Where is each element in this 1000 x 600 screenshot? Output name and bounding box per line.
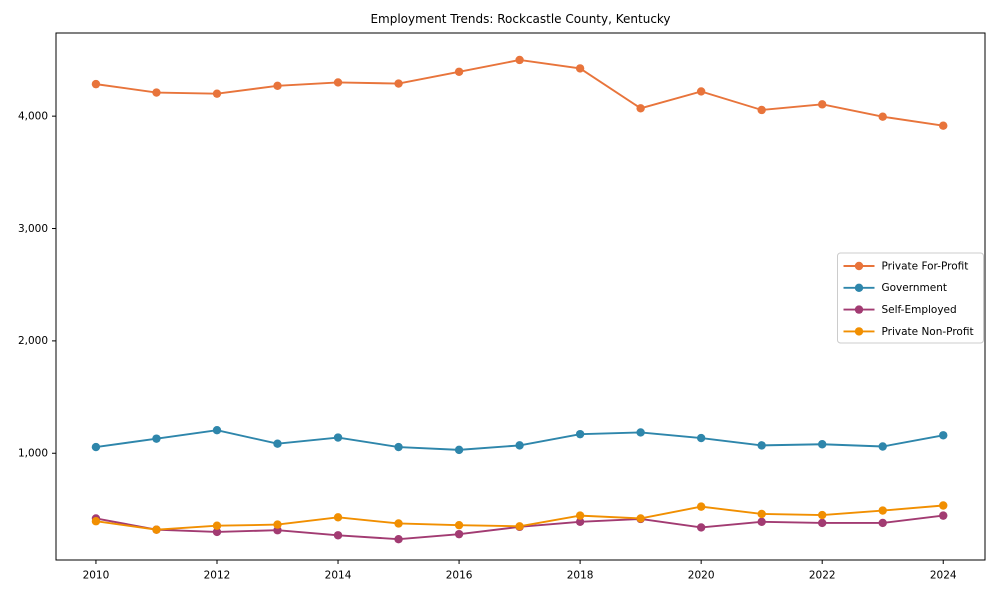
marker-private-for-profit-2020 bbox=[696, 87, 706, 96]
marker-private-for-profit-2021 bbox=[757, 105, 766, 115]
x-tick-label-2016: 2016 bbox=[446, 569, 473, 581]
marker-private-non-profit-2019 bbox=[636, 514, 645, 523]
marker-private-non-profit-2015 bbox=[394, 519, 403, 528]
marker-self-employed-2012 bbox=[212, 527, 222, 537]
marker-private-non-profit-2018 bbox=[575, 511, 585, 520]
legend-swatch-marker-government bbox=[854, 283, 864, 292]
marker-private-non-profit-2011 bbox=[152, 525, 161, 534]
marker-private-for-profit-2024 bbox=[939, 121, 948, 130]
marker-private-for-profit-2016 bbox=[454, 67, 464, 76]
marker-private-non-profit-2010 bbox=[91, 517, 101, 526]
marker-government-2016 bbox=[454, 445, 464, 455]
y-tick-label-1000: 1,000 bbox=[18, 448, 48, 460]
marker-government-2018 bbox=[575, 429, 585, 439]
marker-self-employed-2024 bbox=[939, 511, 948, 520]
marker-private-for-profit-2017 bbox=[515, 55, 524, 65]
marker-private-for-profit-2010 bbox=[91, 79, 101, 89]
marker-private-for-profit-2018 bbox=[575, 64, 585, 73]
marker-government-2023 bbox=[878, 442, 887, 451]
marker-private-non-profit-2013 bbox=[273, 520, 282, 529]
marker-self-employed-2016 bbox=[454, 529, 464, 539]
marker-government-2015 bbox=[394, 442, 403, 452]
marker-government-2019 bbox=[636, 428, 645, 437]
marker-government-2024 bbox=[939, 431, 948, 440]
legend-label-self-employed: Self-Employed bbox=[882, 304, 957, 316]
marker-private-non-profit-2012 bbox=[212, 521, 222, 530]
marker-private-for-profit-2011 bbox=[152, 88, 161, 97]
marker-government-2020 bbox=[696, 433, 706, 443]
marker-private-for-profit-2013 bbox=[273, 81, 282, 91]
series-line-private-for-profit bbox=[95, 59, 944, 127]
legend-label-private-non-profit: Private Non-Profit bbox=[882, 326, 974, 338]
plot-frame bbox=[55, 32, 986, 561]
legend-swatch-marker-self-employed bbox=[854, 305, 864, 314]
marker-private-non-profit-2022 bbox=[817, 510, 827, 520]
marker-government-2014 bbox=[333, 433, 343, 442]
marker-private-non-profit-2023 bbox=[878, 506, 887, 515]
x-tick-label-2018: 2018 bbox=[567, 569, 594, 581]
marker-private-non-profit-2016 bbox=[454, 520, 464, 530]
marker-private-for-profit-2019 bbox=[636, 104, 645, 113]
x-tick-label-2010: 2010 bbox=[83, 569, 110, 581]
marker-self-employed-2015 bbox=[394, 535, 403, 544]
marker-government-2021 bbox=[757, 441, 766, 450]
y-tick-label-4000: 4,000 bbox=[18, 111, 48, 123]
x-tick-label-2020: 2020 bbox=[688, 569, 715, 581]
marker-government-2022 bbox=[817, 440, 827, 449]
marker-private-non-profit-2024 bbox=[939, 501, 948, 510]
marker-private-non-profit-2020 bbox=[696, 502, 706, 511]
marker-self-employed-2018 bbox=[575, 517, 585, 526]
marker-private-non-profit-2017 bbox=[515, 522, 524, 531]
marker-self-employed-2020 bbox=[696, 523, 706, 532]
marker-government-2010 bbox=[91, 442, 101, 452]
marker-private-for-profit-2015 bbox=[394, 79, 403, 88]
marker-government-2013 bbox=[273, 439, 282, 448]
legend-swatch-marker-private-for-profit bbox=[854, 261, 864, 271]
marker-private-for-profit-2012 bbox=[212, 89, 222, 98]
chart-title: Employment Trends: Rockcastle County, Ke… bbox=[370, 12, 671, 26]
legend-label-government: Government bbox=[882, 282, 947, 294]
legend-box bbox=[837, 252, 984, 344]
y-tick-label-3000: 3,000 bbox=[18, 223, 48, 235]
legend-swatch-marker-private-non-profit bbox=[854, 327, 864, 336]
legend-label-private-for-profit: Private For-Profit bbox=[882, 260, 969, 272]
marker-self-employed-2022 bbox=[817, 518, 827, 528]
marker-self-employed-2014 bbox=[333, 531, 343, 540]
marker-government-2017 bbox=[515, 441, 524, 450]
marker-self-employed-2023 bbox=[878, 518, 887, 528]
marker-government-2012 bbox=[212, 426, 222, 435]
x-tick-label-2014: 2014 bbox=[325, 569, 352, 581]
marker-private-non-profit-2021 bbox=[757, 509, 766, 519]
marker-self-employed-2021 bbox=[757, 517, 766, 526]
marker-private-non-profit-2014 bbox=[333, 513, 343, 522]
marker-private-for-profit-2022 bbox=[817, 100, 827, 109]
y-tick-label-2000: 2,000 bbox=[18, 335, 48, 347]
x-tick-label-2022: 2022 bbox=[809, 569, 836, 581]
marker-private-for-profit-2014 bbox=[333, 78, 343, 87]
marker-government-2011 bbox=[152, 434, 161, 443]
x-tick-label-2012: 2012 bbox=[204, 569, 231, 581]
marker-private-for-profit-2023 bbox=[878, 112, 887, 121]
x-tick-label-2024: 2024 bbox=[930, 569, 957, 581]
